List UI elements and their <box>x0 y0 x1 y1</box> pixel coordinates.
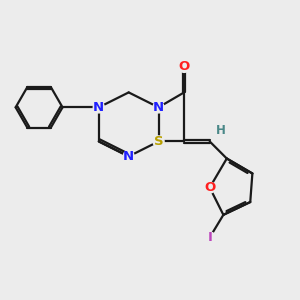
Circle shape <box>204 182 215 193</box>
Circle shape <box>215 125 226 136</box>
Circle shape <box>123 151 134 162</box>
Circle shape <box>153 136 164 147</box>
Text: N: N <box>123 150 134 163</box>
Text: H: H <box>215 124 225 137</box>
Circle shape <box>153 102 164 113</box>
Text: S: S <box>154 135 163 148</box>
Text: N: N <box>153 101 164 114</box>
Circle shape <box>204 232 215 243</box>
Text: O: O <box>204 181 215 194</box>
Circle shape <box>178 61 190 72</box>
Circle shape <box>93 102 104 113</box>
Text: N: N <box>93 101 104 114</box>
Text: I: I <box>207 231 212 244</box>
Text: O: O <box>178 60 190 73</box>
